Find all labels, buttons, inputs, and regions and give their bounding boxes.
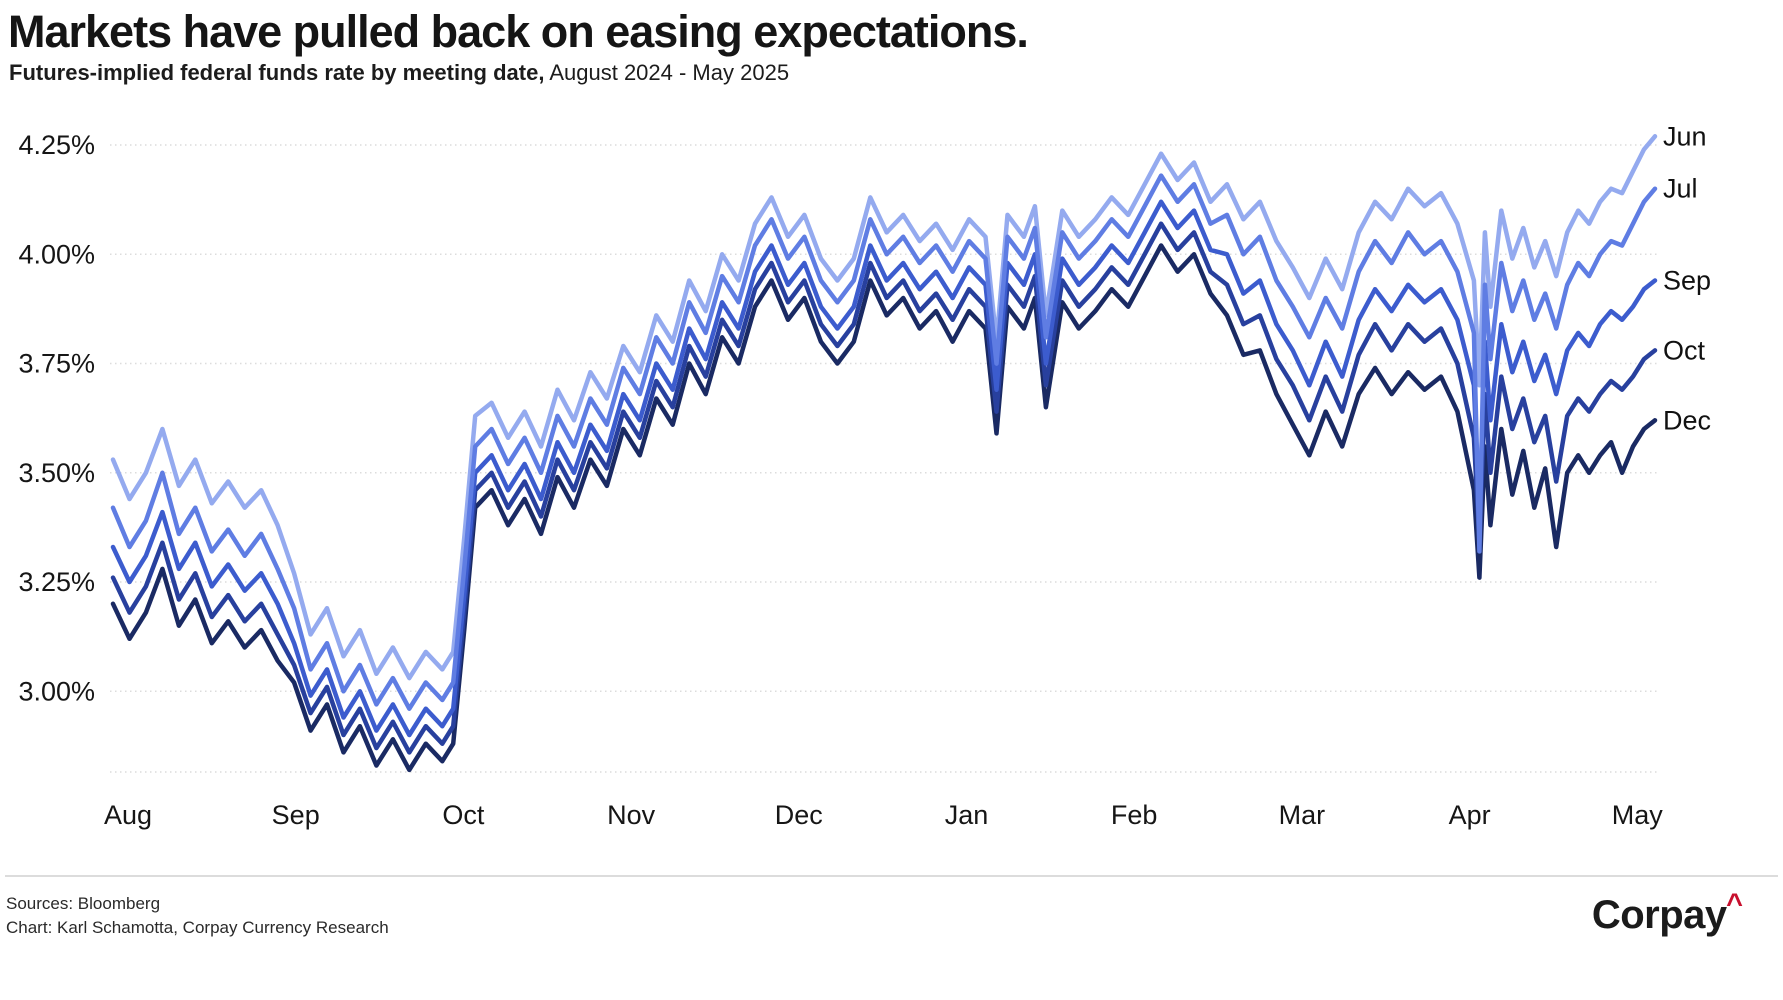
x-axis-tick-label: Oct [442,800,485,830]
y-axis-tick-label: 3.00% [18,676,95,706]
x-axis-tick-label: Sep [272,800,320,830]
x-axis-tick-label: Dec [775,800,823,830]
series-label-jun: Jun [1663,121,1707,151]
x-axis-tick-label: Jan [945,800,989,830]
corpay-logo-caret: ^ [1726,888,1743,921]
x-axis-tick-label: Aug [104,800,152,830]
chart-credit-line: Chart: Karl Schamotta, Corpay Currency R… [6,918,389,937]
chart-subtitle: Futures-implied federal funds rate by me… [9,60,1409,86]
series-label-jul: Jul [1663,174,1698,204]
series-line-jul [110,173,1658,711]
footer-credits: Sources: Bloomberg Chart: Karl Schamotta… [6,892,389,940]
y-axis-tick-label: 3.25% [18,567,95,597]
y-axis-tick-label: 4.00% [18,239,95,269]
series-label-oct: Oct [1663,335,1706,365]
series-label-sep: Sep [1663,265,1711,295]
x-axis-tick-label: Feb [1111,800,1158,830]
corpay-logo: Corpay^ [1591,888,1743,938]
x-axis-tick-label: May [1612,800,1664,830]
footer-divider [5,875,1778,877]
page-title: Markets have pulled back on easing expec… [8,6,1029,57]
series-label-dec: Dec [1663,405,1711,435]
y-axis-tick-label: 3.75% [18,349,95,379]
y-axis-tick-label: 4.25% [18,130,95,160]
x-axis-tick-label: Apr [1449,800,1491,830]
sources-line: Sources: Bloomberg [6,894,161,913]
subtitle-period: August 2024 - May 2025 [544,60,790,85]
series-line-dec [110,243,1658,773]
x-axis-tick-label: Mar [1279,800,1326,830]
y-axis-tick-label: 3.50% [18,458,95,488]
subtitle-bold: Futures-implied federal funds rate by me… [9,60,545,85]
series-line-jun [110,134,1658,681]
corpay-logo-text: Corpay [1591,893,1727,937]
x-axis-tick-label: Nov [607,800,656,830]
